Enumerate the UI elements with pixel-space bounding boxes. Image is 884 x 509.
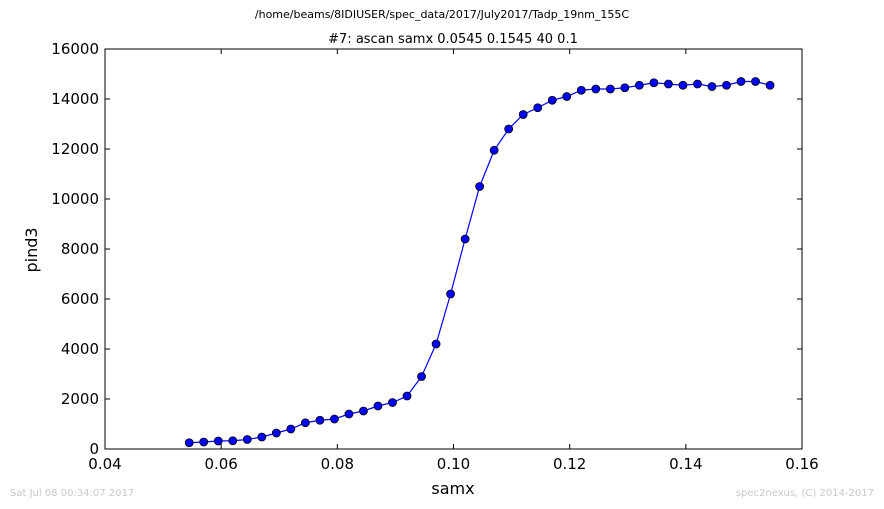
data-point <box>446 289 455 299</box>
x-tick-label: 0.04 <box>88 455 121 473</box>
data-point <box>634 80 644 90</box>
x-tick-label: 0.14 <box>669 455 702 473</box>
y-tick-label: 16000 <box>51 40 99 58</box>
plot-area: 0.04 0.06 0.08 0.10 0.12 0.14 0.16 0 2000 4000 600… <box>51 40 818 473</box>
data-point <box>475 182 485 191</box>
data-point <box>591 84 601 94</box>
y-tick-label: 6000 <box>61 290 99 308</box>
y-tick-label: 12000 <box>51 140 99 158</box>
data-point <box>736 77 746 86</box>
data-point <box>402 391 412 401</box>
y-tick-label: 4000 <box>61 340 99 358</box>
data-point <box>547 95 557 105</box>
timestamp-footer: Sat Jul 08 00:34:07 2017 <box>10 488 135 499</box>
data-point <box>620 83 630 93</box>
data-point <box>344 409 354 419</box>
data-point <box>300 418 310 428</box>
data-point <box>649 78 659 88</box>
data-point <box>576 85 586 95</box>
data-point <box>257 432 267 442</box>
data-point <box>431 339 441 349</box>
data-point <box>518 110 528 119</box>
credit-footer: spec2nexus, (C) 2014-2017 <box>735 488 874 499</box>
file-path-title: /home/beams/8IDIUSER/spec_data/2017/July… <box>254 8 630 21</box>
plot-frame <box>104 48 803 450</box>
data-point <box>373 401 383 411</box>
data-point <box>765 80 775 90</box>
data-point <box>271 428 281 438</box>
data-point <box>707 82 717 91</box>
chart-title: #7: ascan samx 0.0545 0.1545 40 0.1 <box>328 32 578 47</box>
x-tick-label: 0.06 <box>204 455 237 473</box>
data-point <box>460 234 470 244</box>
y-tick-label: 14000 <box>51 90 99 108</box>
y-tick-label: 10000 <box>51 190 99 208</box>
data-point <box>213 436 223 446</box>
x-tick-label: 0.10 <box>437 455 470 473</box>
data-point <box>199 437 209 447</box>
data-point <box>693 79 702 89</box>
data-point <box>242 435 252 444</box>
y-tick-label: 2000 <box>61 390 99 408</box>
data-point <box>228 436 238 446</box>
data-point <box>751 77 760 86</box>
data-point <box>388 398 397 407</box>
y-tick-label: 0 <box>89 440 99 458</box>
y-axis-label: pind3 <box>22 227 41 272</box>
data-point <box>533 103 543 113</box>
data-point <box>722 80 731 90</box>
data-point <box>417 372 426 381</box>
data-point <box>489 145 499 155</box>
data-point <box>504 124 514 134</box>
x-axis-label: samx <box>431 479 474 498</box>
data-point <box>286 424 296 434</box>
data-point <box>359 406 368 416</box>
data-point <box>664 79 673 89</box>
y-tick-label: 8000 <box>61 240 99 258</box>
data-point <box>562 92 572 101</box>
data-point <box>678 80 688 90</box>
data-point <box>330 414 339 424</box>
x-tick-label: 0.16 <box>785 455 818 473</box>
data-point <box>605 84 615 94</box>
data-point <box>184 438 194 448</box>
series-line <box>189 80 771 444</box>
x-tick-label: 0.12 <box>553 455 586 473</box>
x-tick-label: 0.08 <box>321 455 354 473</box>
data-point <box>315 415 325 425</box>
